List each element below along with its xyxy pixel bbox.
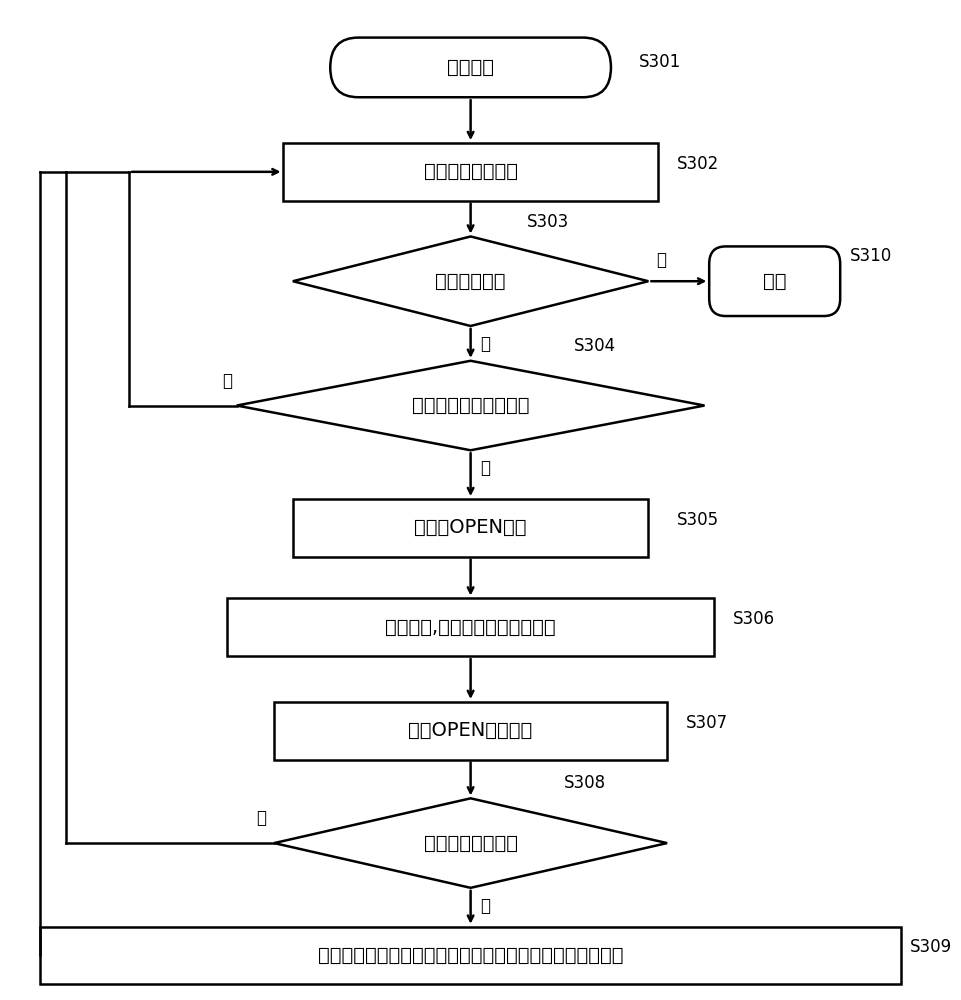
Text: 是: 是: [222, 372, 232, 390]
FancyBboxPatch shape: [709, 246, 840, 316]
Text: 节点置OPEN标记: 节点置OPEN标记: [414, 518, 527, 537]
Text: 否: 否: [257, 809, 266, 827]
Bar: [40, 927, 901, 984]
Bar: [293, 499, 649, 557]
Text: 节点OPEN标记复位: 节点OPEN标记复位: [408, 721, 532, 740]
Text: 记录该无源孤岛是以起始节点为主键的辐射网及其节点集合: 记录该无源孤岛是以起始节点为主键的辐射网及其节点集合: [318, 946, 624, 965]
Text: 电网数据: 电网数据: [447, 58, 494, 77]
Text: 电网中含无源孤岛: 电网中含无源孤岛: [424, 834, 518, 853]
Text: S304: S304: [574, 337, 616, 355]
Text: S308: S308: [564, 774, 606, 792]
Text: 节点遍历完毕: 节点遍历完毕: [435, 272, 505, 291]
Text: S310: S310: [850, 247, 892, 265]
Polygon shape: [236, 361, 704, 450]
Text: S302: S302: [677, 155, 719, 173]
Text: 完成: 完成: [763, 272, 786, 291]
Text: 节点是否为辐射网节点: 节点是否为辐射网节点: [412, 396, 530, 415]
Text: 否: 否: [480, 335, 490, 353]
Text: 是: 是: [480, 897, 490, 915]
Polygon shape: [293, 236, 649, 326]
Text: 宽度优先,搜索电网中的无源孤岛: 宽度优先,搜索电网中的无源孤岛: [385, 618, 555, 637]
FancyBboxPatch shape: [331, 38, 611, 97]
Text: 是: 是: [655, 251, 666, 269]
Text: 电网所有节点循环: 电网所有节点循环: [424, 162, 518, 181]
Polygon shape: [274, 798, 667, 888]
Text: S301: S301: [639, 53, 681, 71]
Bar: [228, 598, 714, 656]
Text: S303: S303: [527, 213, 569, 231]
Text: S305: S305: [677, 511, 719, 529]
Bar: [274, 702, 667, 760]
Text: S306: S306: [732, 610, 775, 628]
Text: S309: S309: [910, 938, 952, 956]
Text: 否: 否: [480, 459, 490, 477]
Bar: [283, 143, 657, 201]
Text: S307: S307: [686, 714, 727, 732]
